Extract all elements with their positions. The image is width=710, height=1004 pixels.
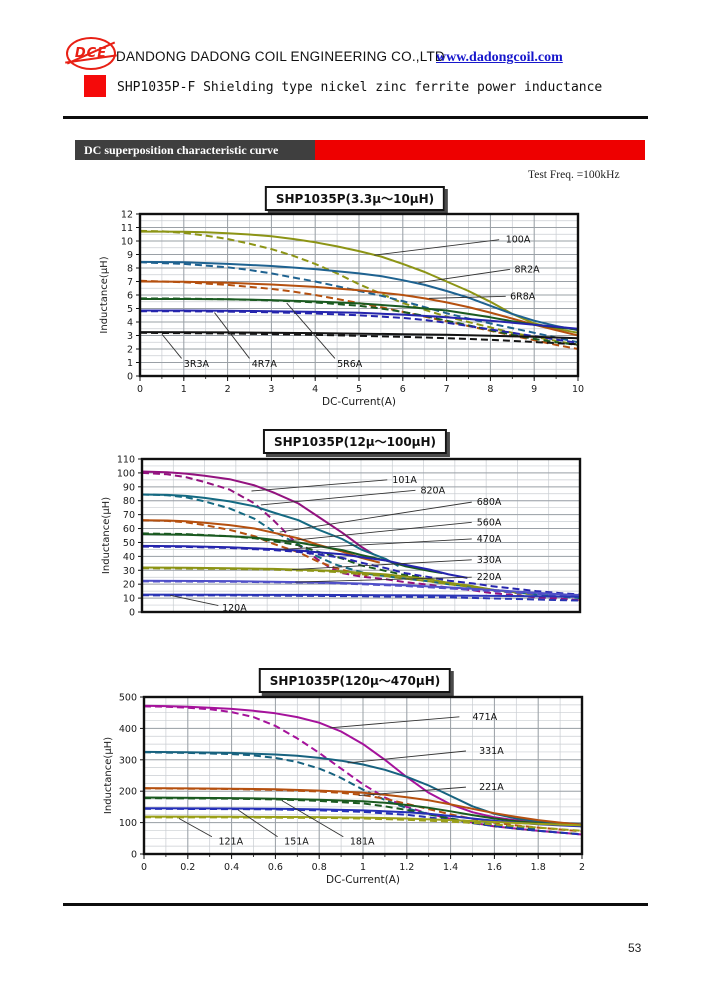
svg-text:10: 10 [123,594,135,605]
svg-text:Inductance(μH): Inductance(μH) [103,737,114,814]
svg-text:50: 50 [123,538,135,549]
svg-text:5R6A: 5R6A [337,359,363,370]
svg-text:30: 30 [123,566,135,577]
svg-text:8: 8 [487,384,493,395]
svg-text:400: 400 [119,724,137,735]
svg-text:2: 2 [225,384,231,395]
svg-text:12: 12 [121,210,133,221]
svg-text:110: 110 [117,455,135,466]
svg-text:101A: 101A [392,475,417,486]
svg-text:6: 6 [400,384,406,395]
svg-text:3: 3 [268,384,274,395]
svg-text:4: 4 [127,318,133,329]
svg-text:0.4: 0.4 [224,862,239,873]
section-bar-red-accent [315,140,645,160]
svg-text:181A: 181A [350,836,375,847]
svg-text:70: 70 [123,510,135,521]
svg-text:560A: 560A [477,517,502,528]
company-name: DANDONG DADONG COIL ENGINEERING CO.,LTD [116,49,445,64]
svg-text:5: 5 [356,384,362,395]
svg-text:471A: 471A [473,712,498,723]
svg-text:3: 3 [127,331,133,342]
svg-text:1.2: 1.2 [399,862,414,873]
svg-text:0: 0 [131,850,137,861]
svg-text:121A: 121A [218,836,243,847]
svg-text:2: 2 [127,345,133,356]
svg-text:0: 0 [127,372,133,383]
svg-text:20: 20 [123,580,135,591]
svg-text:10: 10 [121,237,133,248]
svg-text:0.8: 0.8 [312,862,327,873]
dc-superposition-chart-120u-470u: 0 100 200 300 400 500 0 0.2 0.4 0.6 0.8 1 1.2 1.4 1.6 1… [103,693,585,887]
svg-text:9: 9 [531,384,537,395]
website-link[interactable]: www.dadongcoil.com [436,50,563,65]
svg-text:220A: 220A [477,572,502,583]
test-condition: Test Freq. =100kHz [528,169,620,181]
svg-text:151A: 151A [284,836,309,847]
svg-text:DC-Current(A): DC-Current(A) [326,874,400,886]
svg-text:11: 11 [121,223,133,234]
svg-text:6: 6 [127,291,133,302]
svg-text:Inductance(μH): Inductance(μH) [99,256,110,333]
svg-text:330A: 330A [477,555,502,566]
svg-text:1.6: 1.6 [487,862,502,873]
svg-text:40: 40 [123,552,135,563]
svg-text:4R7A: 4R7A [252,359,278,370]
chart3-title: SHP1035P(120μ～470μH) [258,668,452,693]
svg-text:331A: 331A [479,746,504,757]
chart1-title: SHP1035P(3.3μ～10μH) [264,186,446,211]
svg-text:0.6: 0.6 [268,862,283,873]
svg-text:200: 200 [119,787,137,798]
svg-text:4: 4 [312,384,318,395]
svg-text:2: 2 [579,862,585,873]
svg-text:9: 9 [127,250,133,261]
svg-text:1: 1 [360,862,366,873]
svg-text:820A: 820A [420,485,445,496]
svg-text:1.4: 1.4 [443,862,458,873]
svg-text:221A: 221A [479,782,504,793]
svg-text:100: 100 [117,468,135,479]
svg-text:0: 0 [141,862,147,873]
svg-text:100: 100 [119,818,137,829]
svg-text:7: 7 [127,277,133,288]
svg-text:5: 5 [127,304,133,315]
svg-text:0: 0 [137,384,143,395]
svg-text:500: 500 [119,693,137,704]
svg-text:3R3A: 3R3A [184,359,210,370]
section-title: DC superposition characteristic curve [75,140,315,160]
svg-text:1: 1 [181,384,187,395]
svg-text:60: 60 [123,524,135,535]
svg-text:300: 300 [119,755,137,766]
footer-divider [63,903,648,906]
red-square-bullet [84,75,106,97]
svg-text:7: 7 [444,384,450,395]
svg-text:90: 90 [123,482,135,493]
svg-text:0: 0 [129,608,135,619]
svg-text:8R2A: 8R2A [514,264,540,275]
svg-text:100A: 100A [506,235,531,246]
svg-text:80: 80 [123,496,135,507]
svg-text:10: 10 [572,384,584,395]
svg-text:8: 8 [127,264,133,275]
svg-text:1.8: 1.8 [531,862,546,873]
chart2-title: SHP1035P(12μ～100μH) [262,429,448,454]
svg-text:Inductance(μH): Inductance(μH) [101,497,112,574]
dce-logo: DCE [65,37,117,70]
svg-text:6R8A: 6R8A [510,291,536,302]
product-title: SHP1035P-F Shielding type nickel zinc fe… [117,80,603,95]
svg-text:120A: 120A [222,603,247,614]
page-number: 53 [628,941,642,955]
svg-text:680A: 680A [477,497,502,508]
svg-text:1: 1 [127,358,133,369]
section-bar: DC superposition characteristic curve [75,140,645,160]
dc-superposition-chart-12u-100u: 0 10 20 30 40 50 60 70 80 90 100 110 Inductance(μH) 1… [101,455,582,619]
svg-text:470A: 470A [477,534,502,545]
svg-text:DC-Current(A): DC-Current(A) [322,396,396,408]
header-divider [63,116,648,119]
svg-text:0.2: 0.2 [180,862,195,873]
